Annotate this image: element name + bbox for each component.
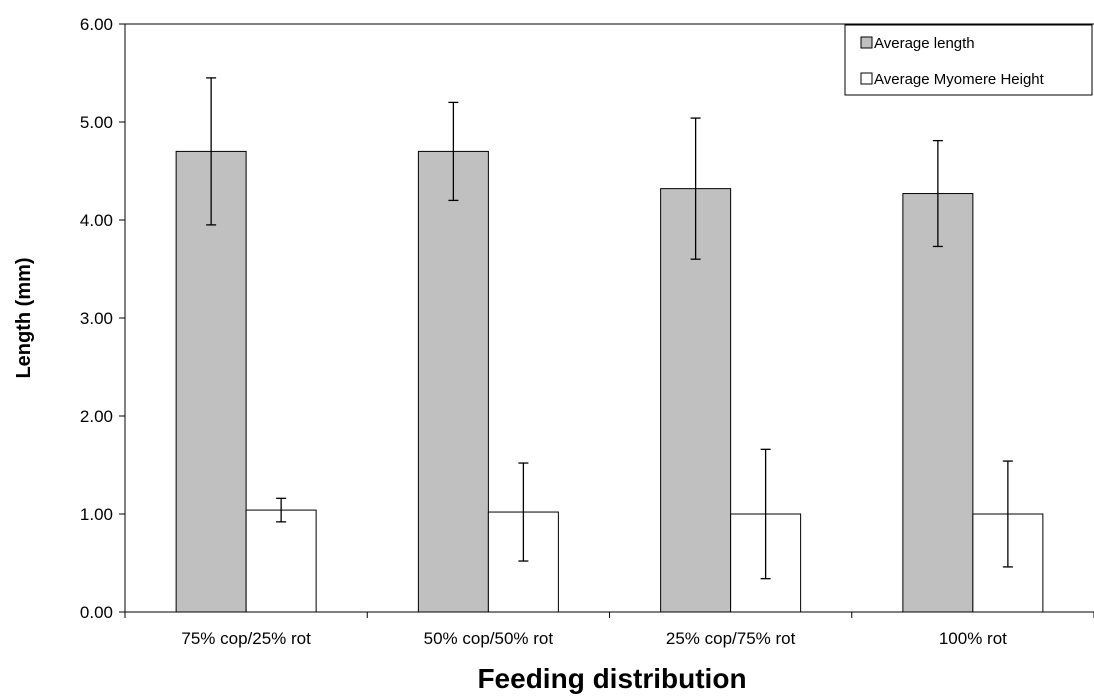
bar (902, 193, 974, 613)
legend-box (844, 24, 1093, 96)
x-tick-label: 100% rot (939, 629, 1007, 648)
y-tick-label: 1.00 (80, 505, 113, 524)
y-tick-label: 0.00 (80, 603, 113, 622)
x-axis-title: Feeding distribution (477, 663, 746, 694)
x-tick-label: 25% cop/75% rot (666, 629, 796, 648)
legend: Average length Average Myomere Height (844, 24, 1093, 96)
bars (175, 150, 1044, 613)
y-tick-label: 6.00 (80, 15, 113, 34)
y-tick-label: 2.00 (80, 407, 113, 426)
y-axis: 0.00 1.00 2.00 3.00 4.00 5.00 6.00 (80, 15, 126, 622)
bar (245, 509, 317, 613)
bar (175, 150, 247, 613)
legend-swatch-average-length (860, 36, 873, 49)
y-tick-label: 3.00 (80, 309, 113, 328)
x-tick-label: 75% cop/25% rot (181, 629, 311, 648)
error-bars (206, 77, 1013, 580)
x-tick-label: 50% cop/50% rot (424, 629, 554, 648)
legend-label-average-length: Average length (874, 35, 975, 52)
y-tick-label: 4.00 (80, 211, 113, 230)
legend-swatch-average-myomere-height (860, 72, 873, 85)
y-axis-title: Length (mm) (13, 257, 35, 378)
legend-label-average-myomere-height: Average Myomere Height (874, 71, 1045, 88)
y-tick-label: 5.00 (80, 113, 113, 132)
bar (417, 150, 489, 613)
x-axis: 75% cop/25% rot 50% cop/50% rot 25% cop/75… (124, 611, 1094, 648)
